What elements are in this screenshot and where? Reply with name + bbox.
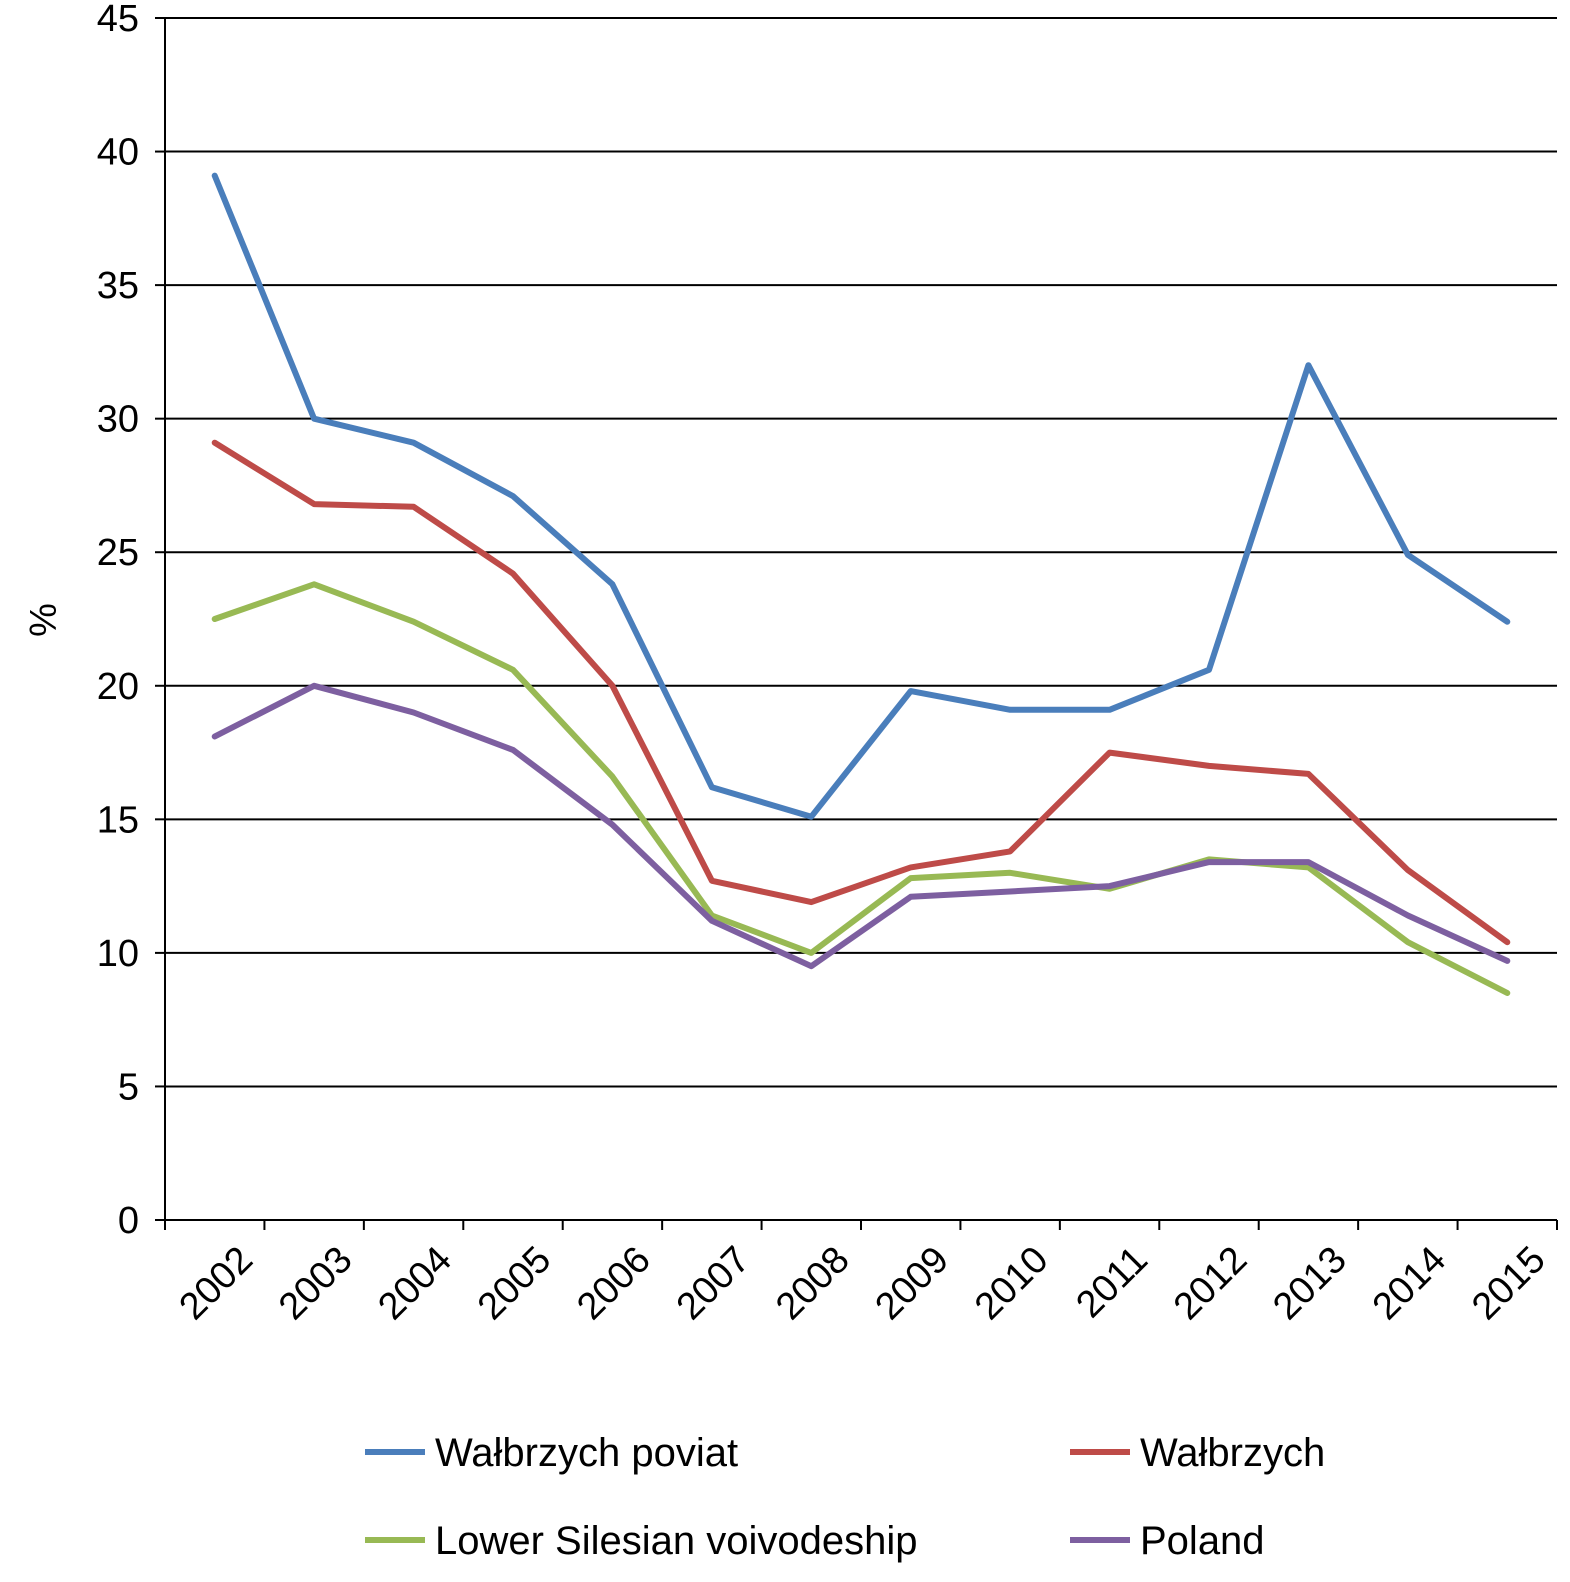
x-tick-label: 2014: [1365, 1239, 1454, 1328]
x-tick-label: 2002: [172, 1239, 261, 1328]
legend: Wałbrzych poviat Wałbrzych Lower Silesian …: [365, 1431, 1325, 1563]
series-line-0: [211, 172, 1511, 820]
y-axis-ticks: 0 5 10 15 20 25 30 35 40 45: [97, 0, 165, 1242]
legend-label: Lower Silesian voivodeship: [435, 1519, 918, 1563]
x-tick-label: 2008: [768, 1239, 857, 1328]
series-line-2: [211, 581, 1511, 996]
legend-label: Wałbrzych: [1140, 1431, 1325, 1475]
x-tick-label: 2013: [1265, 1239, 1354, 1328]
y-axis-label: %: [21, 603, 63, 637]
y-tick-label: 25: [97, 532, 139, 574]
y-tick-label: 15: [97, 799, 139, 841]
y-tick-label: 40: [97, 132, 139, 174]
gridlines: [165, 17, 1557, 1088]
x-tick-label: 2005: [470, 1239, 559, 1328]
x-tick-label: 2007: [669, 1239, 758, 1328]
x-tick-label: 2012: [1166, 1239, 1255, 1328]
x-tick-label: 2011: [1068, 1239, 1155, 1326]
x-tick-label: 2006: [569, 1239, 658, 1328]
y-tick-label: 30: [97, 399, 139, 441]
y-tick-label: 10: [97, 933, 139, 975]
x-tick-label: 2015: [1464, 1239, 1553, 1328]
legend-label: Wałbrzych poviat: [435, 1431, 738, 1475]
series-lines: [211, 172, 1511, 996]
legend-label: Poland: [1140, 1519, 1265, 1563]
axes: [164, 18, 1557, 1221]
x-tick-label: 2010: [967, 1239, 1056, 1328]
y-tick-label: 0: [118, 1200, 139, 1242]
y-tick-label: 35: [97, 265, 139, 307]
series-line-3: [211, 682, 1511, 970]
x-axis-ticks: 2002 2003 2004 2005 2006 2007 2008 2009 2010 2011…: [164, 1220, 1558, 1328]
y-tick-label: 5: [118, 1066, 139, 1108]
y-tick-label: 45: [97, 0, 139, 40]
series-line-1: [211, 439, 1511, 946]
x-tick-label: 2009: [868, 1239, 957, 1328]
x-tick-label: 2004: [370, 1239, 459, 1328]
y-tick-label: 20: [97, 666, 139, 708]
x-tick-label: 2003: [271, 1239, 360, 1328]
